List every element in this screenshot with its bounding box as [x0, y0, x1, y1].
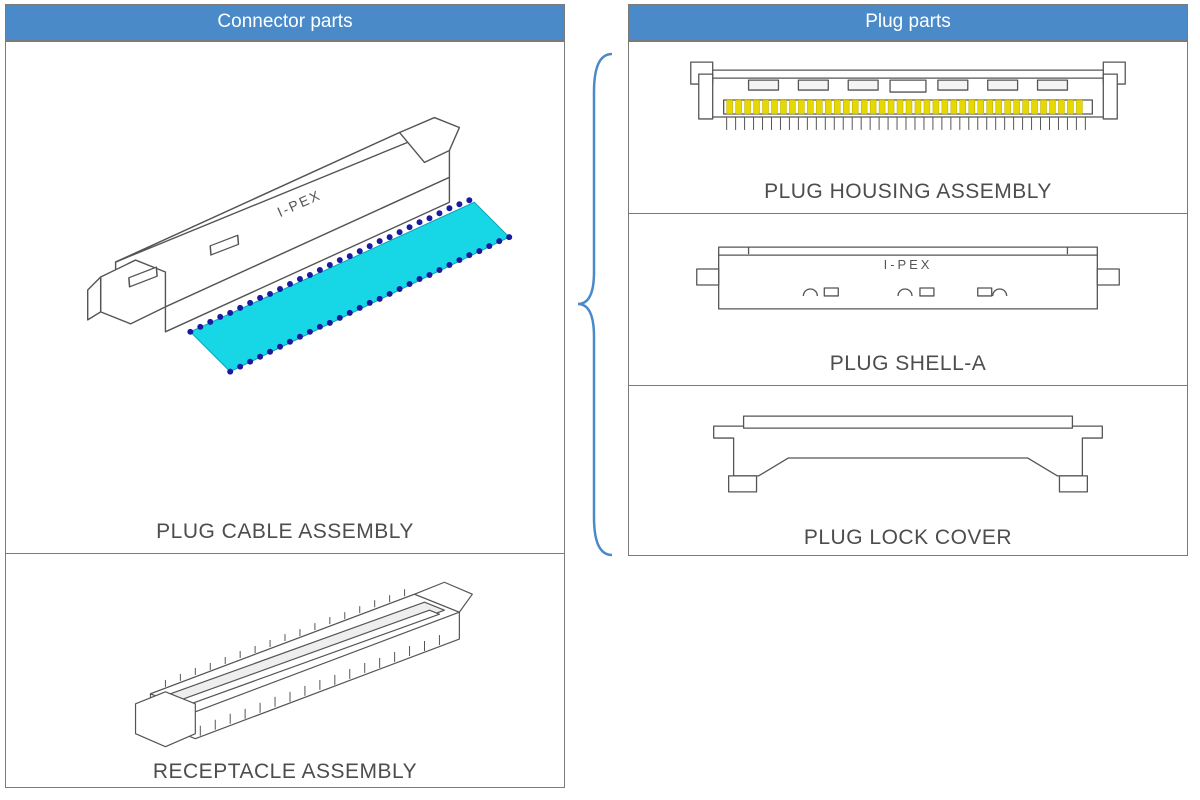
plug-housing-assembly-cell: PLUG HOUSING ASSEMBLY: [629, 41, 1187, 213]
plug-shell-a-cell: I-PEX PLUG SHELL-A: [629, 213, 1187, 385]
connector-parts-panel: Connector parts I-PEX: [5, 4, 565, 788]
plug-parts-panel: Plug parts: [628, 4, 1188, 556]
plug-housing-assembly-caption: PLUG HOUSING ASSEMBLY: [629, 172, 1187, 218]
connector-parts-header: Connector parts: [6, 5, 564, 41]
plug-cable-assembly-caption: PLUG CABLE ASSEMBLY: [6, 512, 564, 558]
plug-lock-cover-caption: PLUG LOCK COVER: [629, 518, 1187, 564]
plug-lock-cover-illustration: [629, 386, 1187, 518]
plug-shell-a-caption: PLUG SHELL-A: [629, 344, 1187, 390]
plug-parts-header: Plug parts: [629, 5, 1187, 41]
receptacle-assembly-caption: RECEPTACLE ASSEMBLY: [6, 752, 564, 798]
plug-cable-assembly-cell: I-PEX: [6, 41, 564, 553]
plug-shell-a-illustration: I-PEX: [629, 214, 1187, 344]
receptacle-assembly-illustration: [6, 554, 564, 752]
plug-lock-cover-cell: PLUG LOCK COVER: [629, 385, 1187, 559]
plug-housing-assembly-illustration: [629, 42, 1187, 172]
brand-label: I-PEX: [884, 257, 933, 272]
curly-brace: [572, 52, 622, 557]
receptacle-assembly-cell: RECEPTACLE ASSEMBLY: [6, 553, 564, 791]
plug-cable-assembly-illustration: I-PEX: [6, 42, 564, 512]
